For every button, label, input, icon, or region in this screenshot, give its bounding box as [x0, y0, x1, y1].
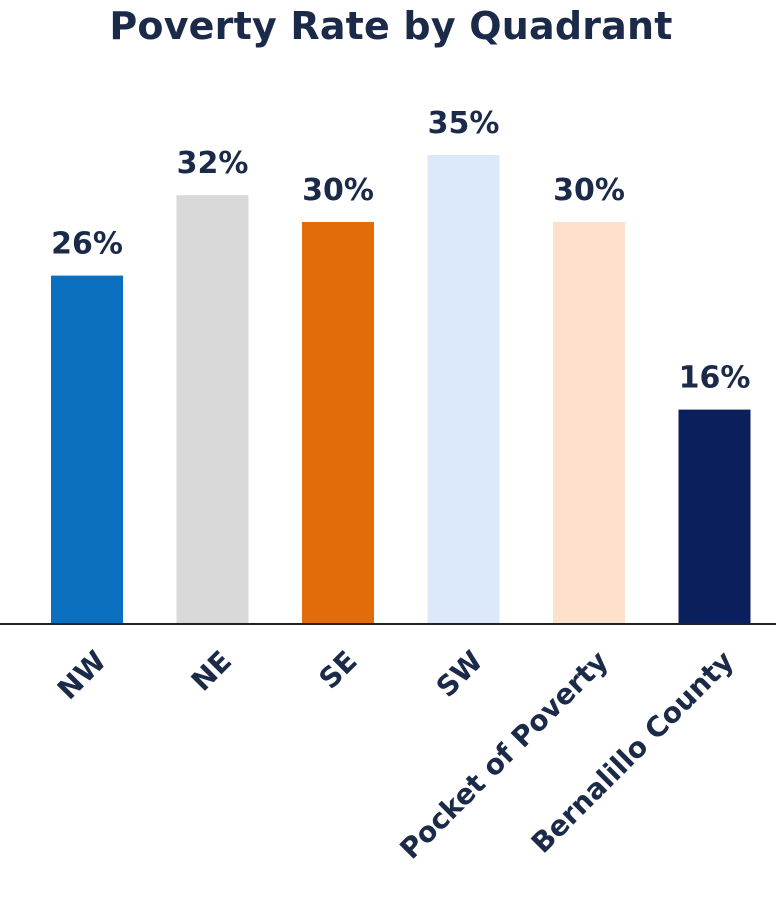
- x-tick-label-5: Bernalillo County: [525, 644, 740, 859]
- x-tick-label-4: Pocket of Poverty: [393, 644, 614, 865]
- data-label-5: 16%: [679, 361, 751, 396]
- data-label-2: 30%: [302, 173, 374, 208]
- x-tick-label-2: SE: [313, 644, 364, 695]
- bars-group: [51, 155, 751, 624]
- bar-3: [427, 155, 500, 624]
- bar-1: [176, 195, 249, 624]
- bar-5: [678, 409, 751, 624]
- x-tick-label-0: NW: [51, 644, 113, 706]
- x-tick-label-1: NE: [185, 644, 238, 697]
- data-label-4: 30%: [553, 173, 625, 208]
- bar-4: [553, 222, 625, 624]
- data-label-3: 35%: [428, 106, 500, 141]
- bar-0: [51, 275, 123, 624]
- chart-title: Poverty Rate by Quadrant: [109, 4, 673, 48]
- bar-2: [302, 222, 374, 624]
- x-tick-label-3: SW: [430, 644, 490, 704]
- data-label-0: 26%: [51, 227, 123, 262]
- value-labels-group: 26% 32% 30% 35% 30% 16%: [51, 106, 750, 396]
- data-label-1: 32%: [177, 146, 249, 181]
